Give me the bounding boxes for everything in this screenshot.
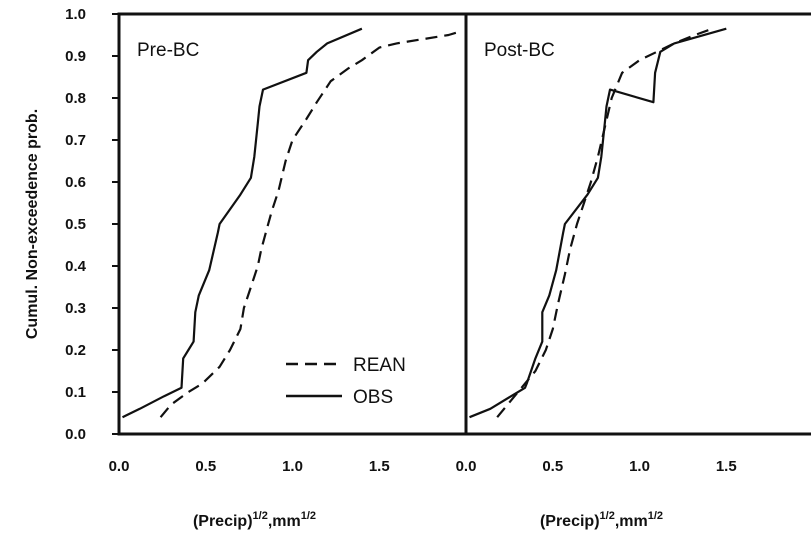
x-axis-title: (Precip)1/2,mm1/2 [193, 510, 316, 530]
y-tick-label: 0.0 [65, 426, 86, 443]
x-tick-label: 1.5 [716, 458, 737, 475]
x-tick-label: 1.0 [629, 458, 650, 475]
y-tick-label: 0.5 [65, 216, 86, 233]
y-axis-title: Cumul. Non-exceedence prob. [24, 109, 41, 339]
y-axis-title-group: Cumul. Non-exceedence prob. [24, 109, 41, 339]
series-line-obs [469, 27, 727, 419]
x-axis-title-sup2: 1/2 [301, 510, 316, 522]
legend-label: OBS [353, 387, 393, 408]
y-tick-label: 0.8 [65, 90, 86, 107]
panel-label: Post-BC [484, 40, 555, 61]
y-axis-ticks: 0.0 0.1 0.2 0.3 0.4 0.5 0.6 0.7 0.8 0.9 1.0 [65, 6, 119, 443]
panel-frame [117, 12, 468, 436]
x-tick-label: 1.0 [282, 458, 303, 475]
x-axis-title-sup1: 1/2 [600, 510, 615, 522]
legend-label: REAN [353, 355, 406, 376]
x-axis-title: (Precip)1/2,mm1/2 [540, 510, 663, 530]
y-tick-label: 0.9 [65, 48, 86, 65]
panel-label: Pre-BC [137, 40, 199, 61]
y-tick-label: 0.1 [65, 384, 86, 401]
x-tick-label: 1.5 [369, 458, 390, 475]
x-axis-title-mid: ,mm [268, 513, 301, 530]
y-tick-label: 1.0 [65, 6, 86, 23]
x-tick-label: 0.5 [542, 458, 563, 475]
x-axis-title-sup2: 1/2 [648, 510, 663, 522]
y-tick-label: 0.3 [65, 300, 86, 317]
y-tick-label: 0.2 [65, 342, 86, 359]
series-line-rean [496, 27, 713, 418]
x-axis-title-sup1: 1/2 [253, 510, 268, 522]
y-tick-label: 0.4 [65, 258, 87, 275]
y-tick-label: 0.6 [65, 174, 86, 191]
x-tick-label: 0.0 [109, 458, 130, 475]
x-axis-title-mid: ,mm [615, 513, 648, 530]
panel-frame [464, 12, 811, 436]
x-tick-label: 0.0 [456, 458, 477, 475]
series-line-rean [159, 29, 463, 418]
x-axis-title-base: (Precip) [540, 513, 600, 530]
x-tick-label: 0.5 [195, 458, 216, 475]
x-axis-title-base: (Precip) [193, 513, 253, 530]
series-line-obs [122, 27, 363, 419]
y-tick-label: 0.7 [65, 132, 86, 149]
legend: REAN OBS [286, 355, 406, 408]
